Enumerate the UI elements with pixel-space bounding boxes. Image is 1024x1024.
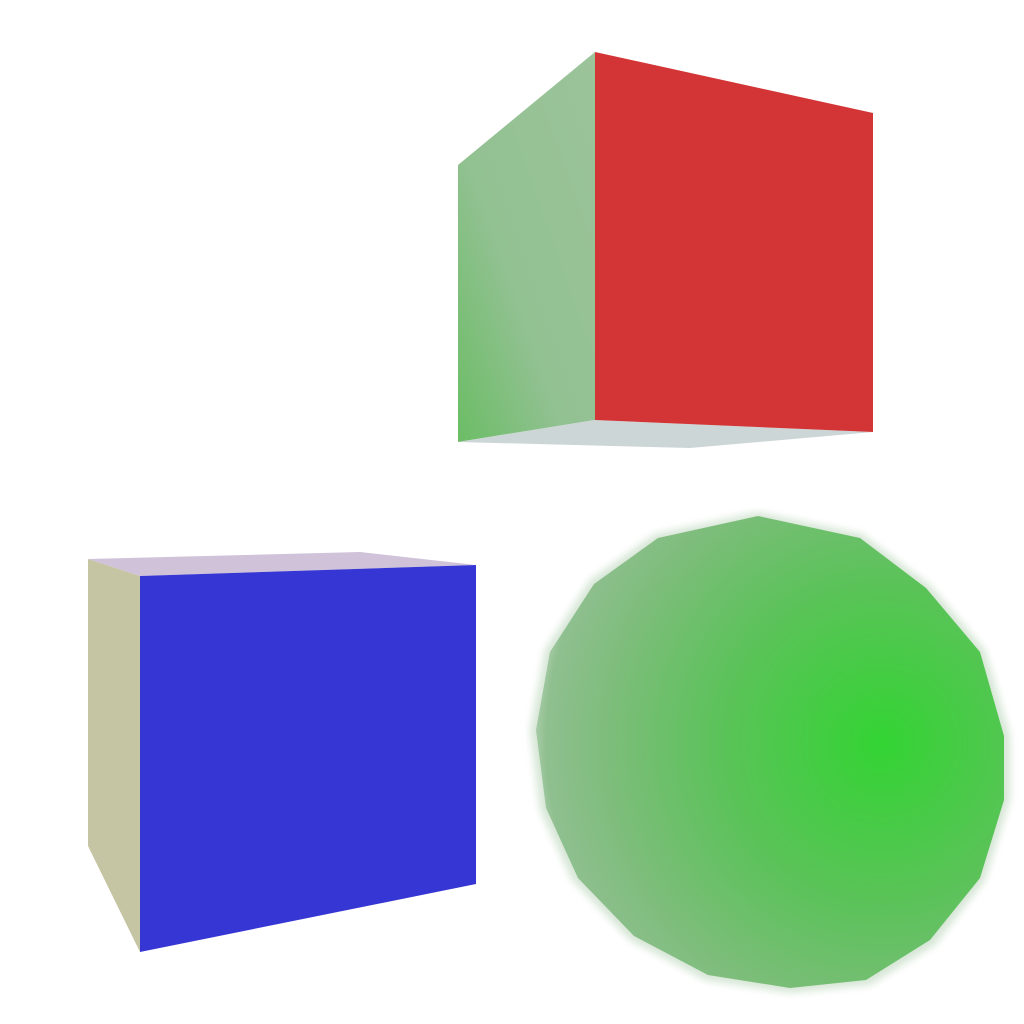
red-cube-bottom-face [458,420,873,448]
green-sphere [530,512,1010,993]
blue-cube-top-face [88,552,476,576]
blue-cube-front-face [140,565,476,952]
green-sphere-body [536,516,1004,988]
blue-cube [88,552,476,952]
blue-cube-side-face [88,559,140,952]
red-cube-side-face [458,52,595,442]
red-cube [458,52,873,448]
red-cube-front-face [595,52,873,432]
